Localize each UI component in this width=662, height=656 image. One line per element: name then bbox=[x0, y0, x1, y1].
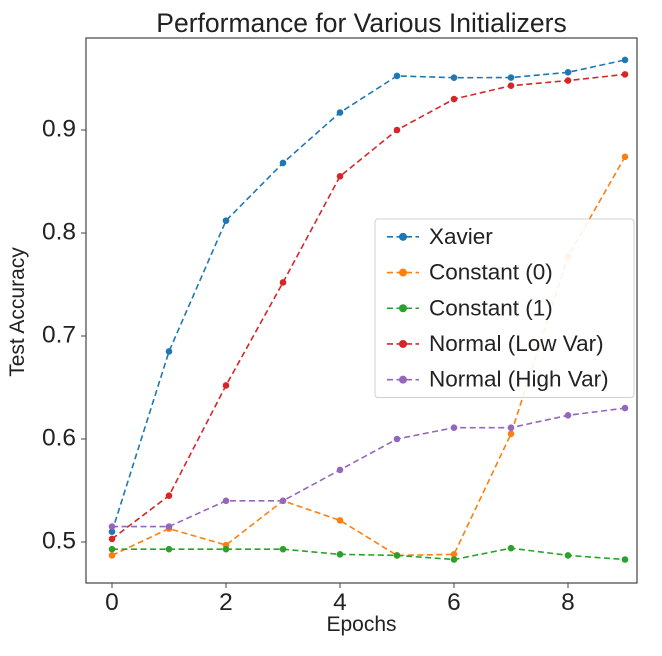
svg-text:2: 2 bbox=[219, 589, 233, 616]
svg-text:6: 6 bbox=[447, 589, 461, 616]
svg-text:0.5: 0.5 bbox=[42, 528, 76, 555]
svg-text:Normal (Low Var): Normal (Low Var) bbox=[429, 331, 604, 356]
svg-text:Test Accuracy: Test Accuracy bbox=[6, 247, 29, 377]
svg-text:4: 4 bbox=[333, 589, 347, 616]
svg-text:Constant (0): Constant (0) bbox=[429, 260, 553, 285]
svg-text:0.7: 0.7 bbox=[42, 322, 76, 349]
svg-text:8: 8 bbox=[561, 589, 575, 616]
svg-text:Xavier: Xavier bbox=[429, 224, 493, 249]
svg-text:0.6: 0.6 bbox=[42, 425, 76, 452]
svg-text:0.8: 0.8 bbox=[42, 219, 76, 246]
svg-text:0: 0 bbox=[105, 589, 119, 616]
svg-text:Constant (1): Constant (1) bbox=[429, 295, 553, 320]
svg-text:0.9: 0.9 bbox=[42, 116, 76, 143]
svg-text:Normal (High Var): Normal (High Var) bbox=[429, 367, 609, 392]
